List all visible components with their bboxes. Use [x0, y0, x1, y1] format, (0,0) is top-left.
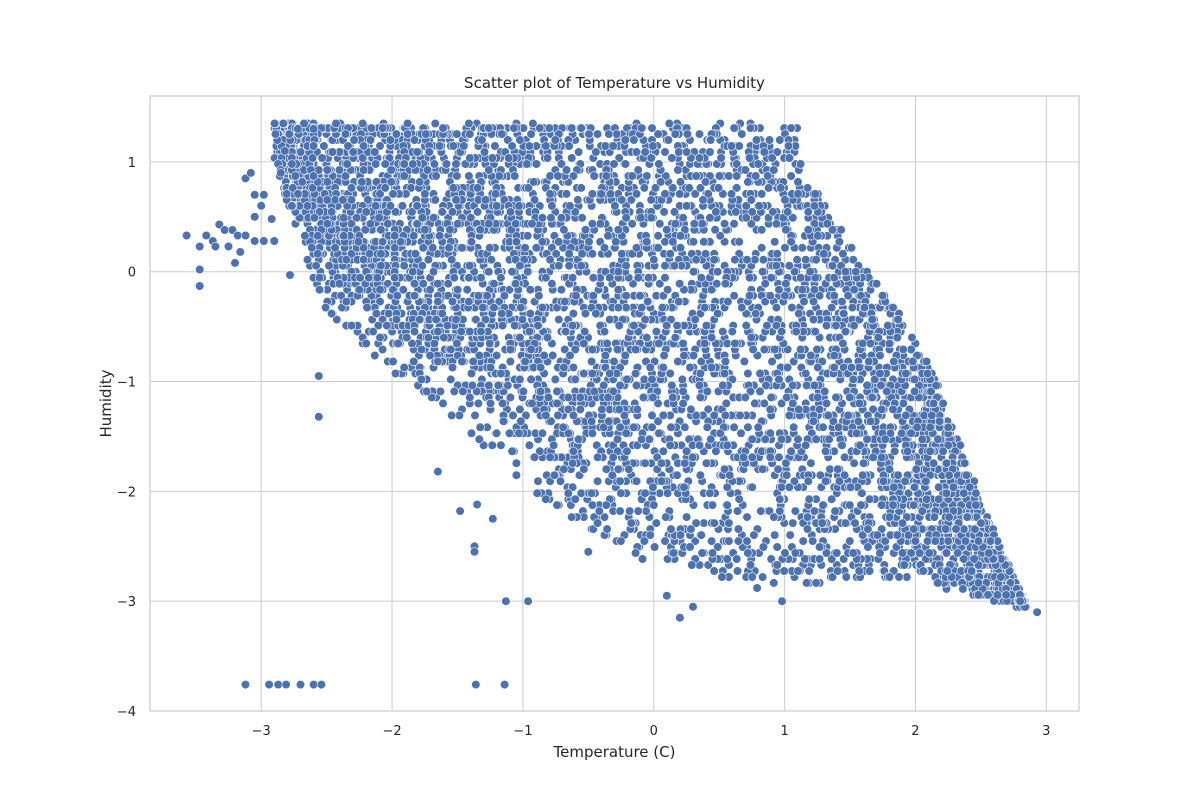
data-point: [466, 428, 477, 438]
data-point: [560, 344, 570, 355]
data-point: [550, 374, 560, 385]
data-point: [449, 386, 459, 397]
data-point: [552, 500, 562, 510]
data-point: [655, 488, 665, 498]
data-point: [524, 440, 535, 450]
data-point: [446, 374, 456, 385]
data-point: [770, 530, 780, 540]
data-point: [832, 548, 842, 558]
data-points: [182, 118, 1042, 690]
data-point: [794, 309, 804, 319]
data-point: [838, 249, 848, 259]
data-point: [836, 225, 846, 235]
data-point: [841, 572, 851, 582]
data-point: [743, 422, 753, 432]
data-point: [473, 398, 484, 409]
data-point: [703, 404, 713, 415]
data-point: [902, 572, 912, 582]
data-point: [788, 518, 798, 528]
data-point: [743, 368, 753, 379]
data-point: [528, 118, 538, 129]
data-point: [742, 512, 752, 522]
data-point: [750, 398, 760, 409]
data-point: [672, 470, 682, 480]
data-point: [903, 488, 914, 498]
data-point: [755, 386, 765, 397]
data-point: [801, 578, 812, 588]
data-point: [729, 422, 739, 432]
data-point: [470, 410, 480, 421]
data-point: [690, 536, 700, 546]
data-point: [827, 554, 837, 564]
data-point: [556, 285, 567, 295]
data-point: [757, 572, 768, 582]
data-point: [729, 219, 739, 229]
data-point: [637, 554, 648, 564]
